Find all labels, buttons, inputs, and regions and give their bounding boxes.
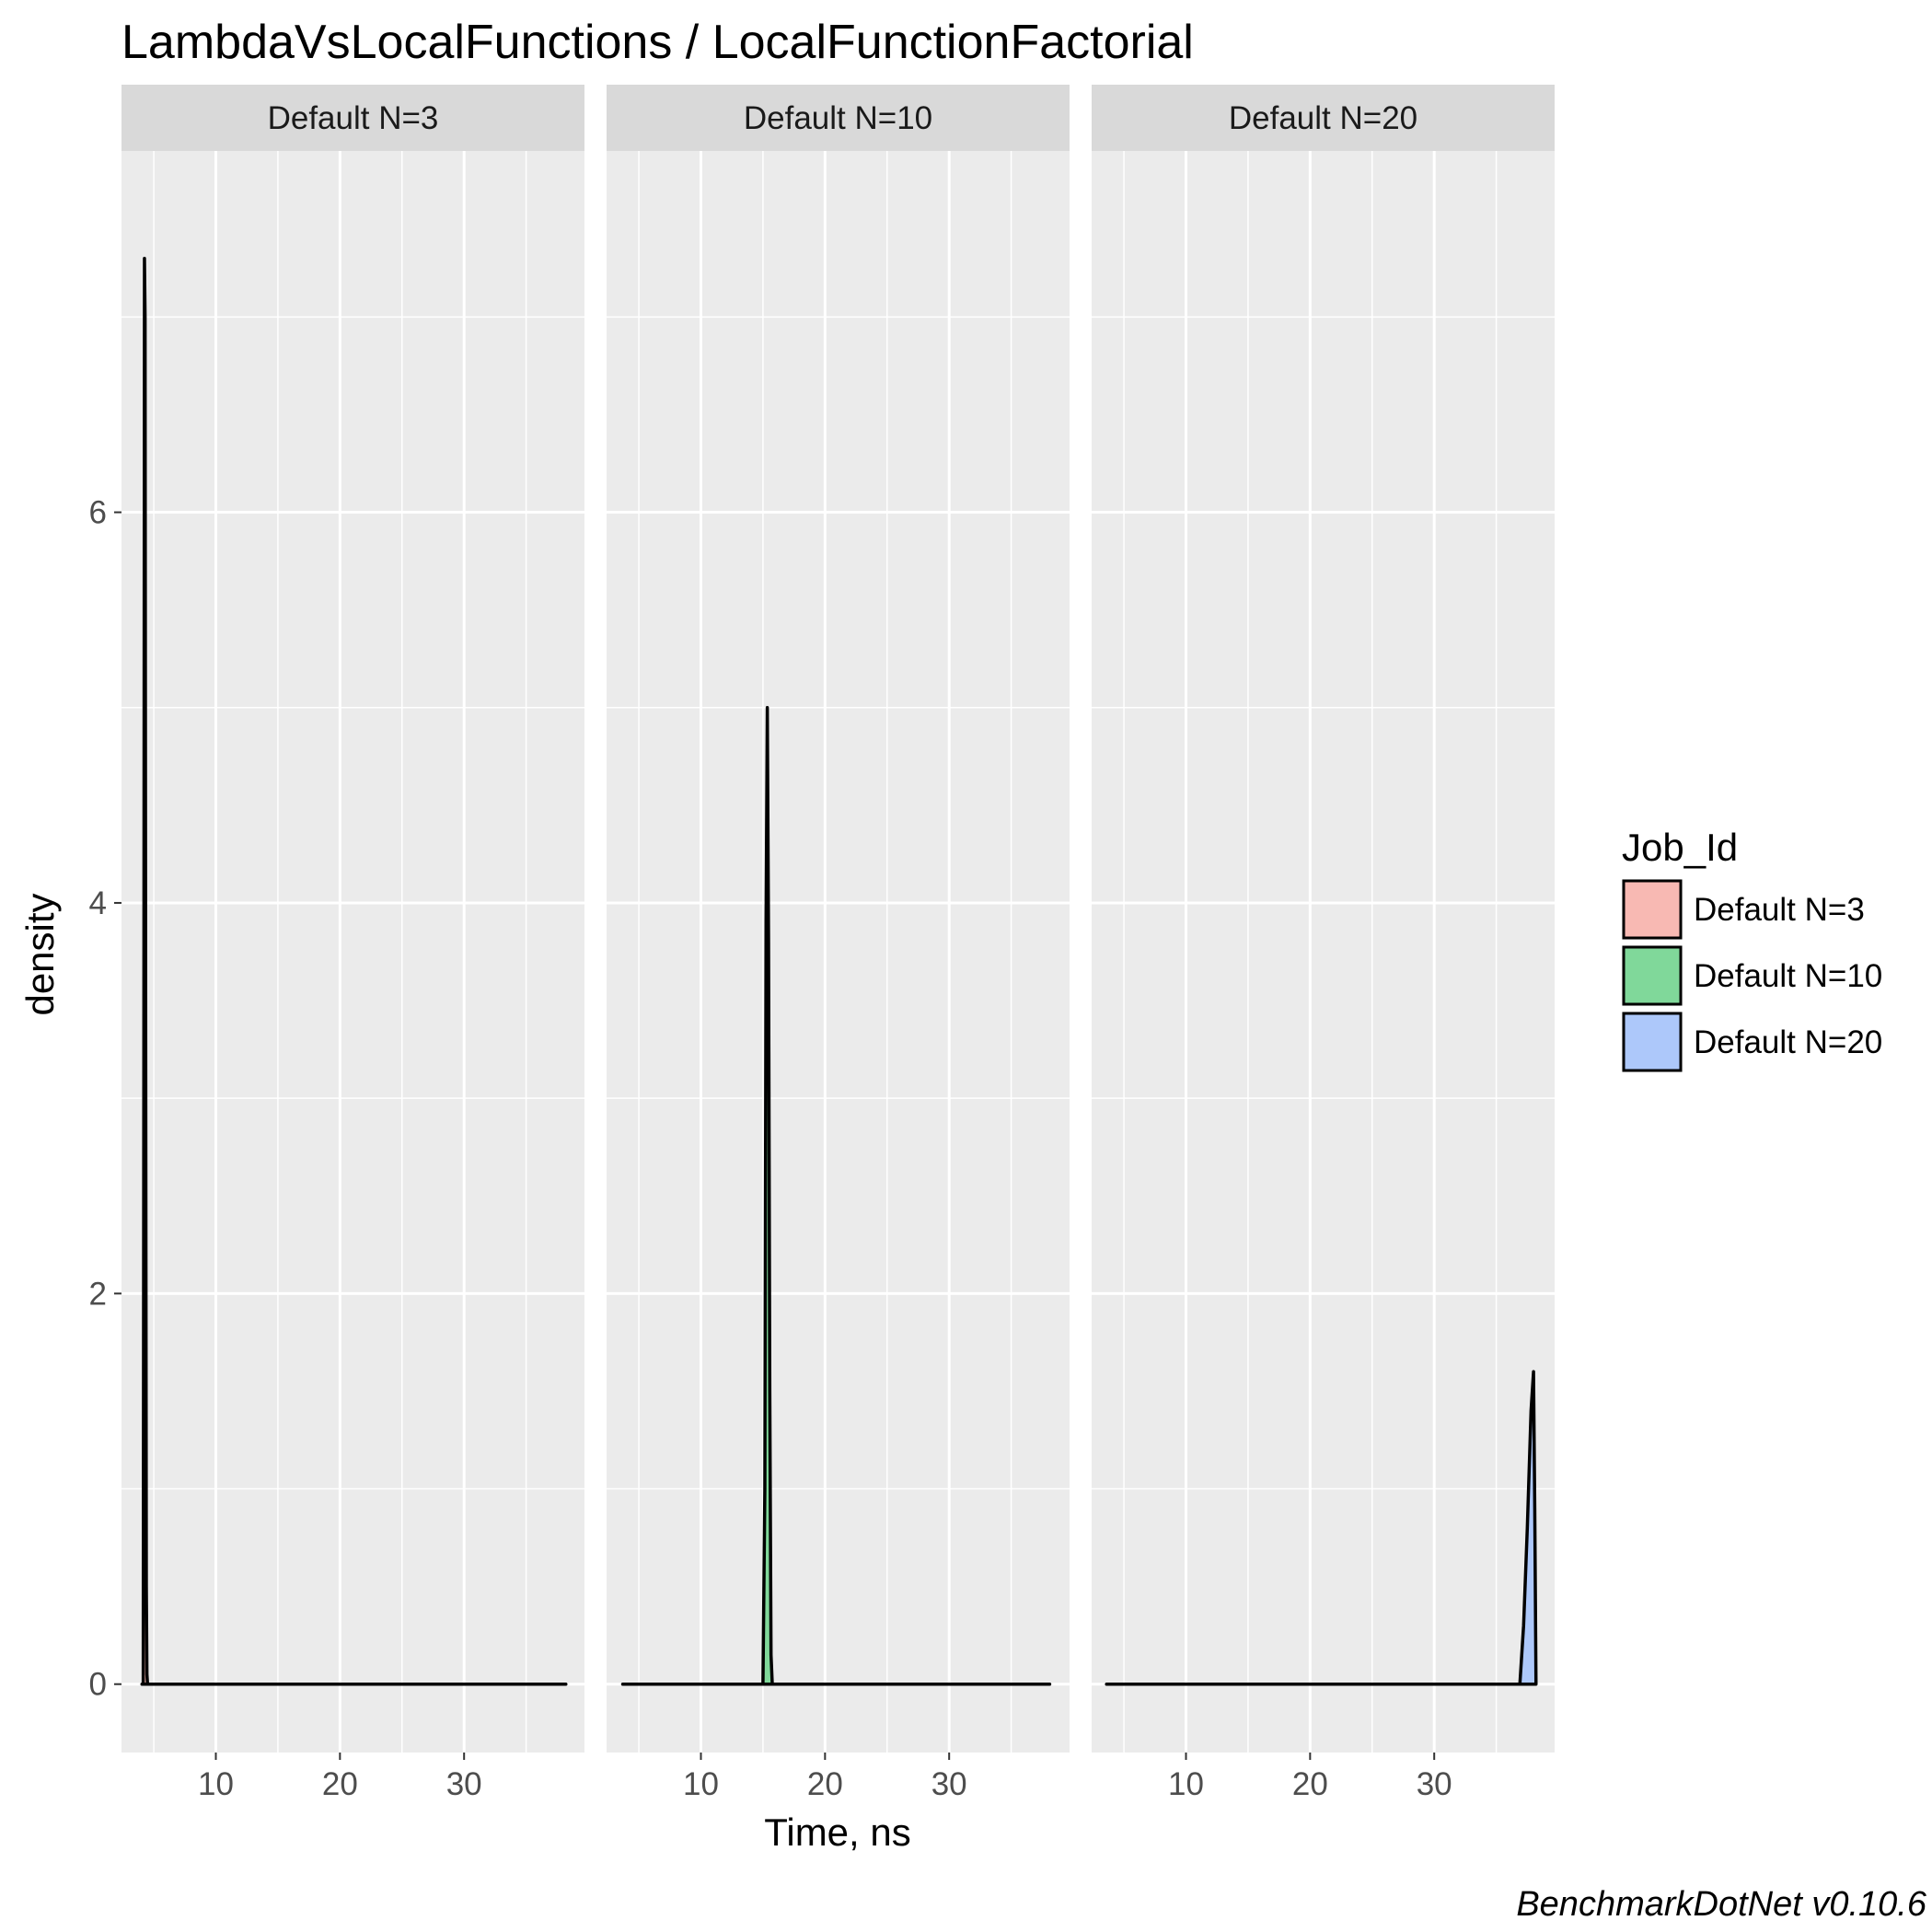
facet-strip [121, 85, 584, 151]
x-tick-label: 30 [1417, 1766, 1452, 1802]
density-area [1105, 1370, 1538, 1686]
legend-label: Default N=3 [1694, 892, 1865, 928]
panel-background [121, 151, 584, 1753]
y-tick-label: 0 [89, 1667, 107, 1703]
x-tick-label: 20 [322, 1766, 358, 1802]
legend-swatch [1622, 1012, 1683, 1072]
legend-label: Default N=10 [1694, 958, 1882, 994]
density-area [620, 706, 1052, 1686]
legend-label: Default N=20 [1694, 1024, 1882, 1060]
facet-strip [1092, 85, 1555, 151]
facet-strip [607, 85, 1070, 151]
facet-strip-label: Default N=10 [744, 100, 932, 136]
chart-title: LambdaVsLocalFunctions / LocalFunctionFa… [121, 16, 1194, 69]
facet-strip-label: Default N=3 [268, 100, 439, 136]
facet-panel: Default N=3 10 20 30 0 2 4 6 [89, 85, 584, 1802]
legend-swatch [1622, 945, 1683, 1006]
density-area [140, 256, 568, 1686]
x-tick-label: 30 [931, 1766, 967, 1802]
y-tick-label: 4 [89, 885, 107, 921]
x-tick-label: 10 [1168, 1766, 1204, 1802]
x-tick-label: 20 [807, 1766, 843, 1802]
facet-strip-label: Default N=20 [1229, 100, 1417, 136]
y-axis-title: density [18, 893, 62, 1015]
legend: Job_Id Default N=3 Default N=10 Default N=… [1622, 826, 1882, 1072]
legend-title: Job_Id [1622, 826, 1738, 869]
facet-panel: Default N=20 10 20 30 [1092, 85, 1555, 1802]
y-tick-label: 2 [89, 1276, 107, 1312]
facet-panel: Default N=10 10 20 30 [607, 85, 1070, 1802]
x-tick-label: 20 [1292, 1766, 1328, 1802]
x-tick-label: 30 [446, 1766, 482, 1802]
legend-swatch [1622, 879, 1683, 940]
caption: BenchmarkDotNet v0.10.6 [1516, 1885, 1927, 1924]
y-tick-label: 6 [89, 495, 107, 531]
panel-background [607, 151, 1070, 1753]
x-tick-label: 10 [683, 1766, 719, 1802]
panel-background [1092, 151, 1555, 1753]
x-tick-label: 10 [198, 1766, 234, 1802]
x-axis-title: Time, ns [764, 1811, 910, 1854]
